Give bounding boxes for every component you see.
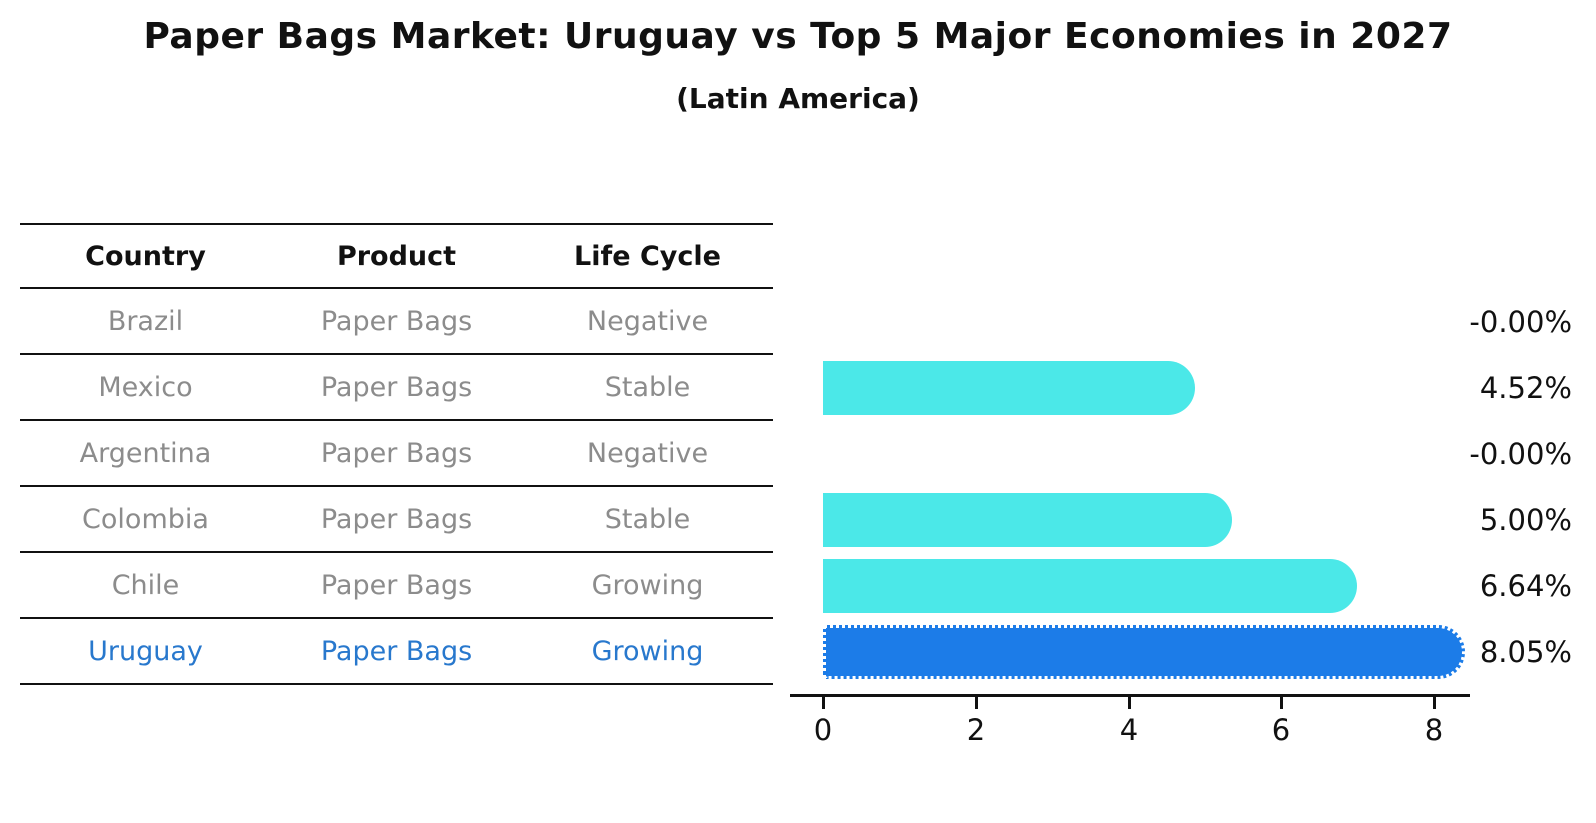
cell-product: Paper Bags <box>320 437 473 469</box>
tick-label: 2 <box>966 713 986 747</box>
table-header-row: Country Product Life Cycle <box>20 223 773 289</box>
bar-chile <box>823 559 1357 613</box>
tick-label: 4 <box>1119 713 1139 747</box>
tick-label: 6 <box>1271 713 1291 747</box>
cell-product: Paper Bags <box>320 305 473 337</box>
value-label-chile: 6.64% <box>1479 569 1572 603</box>
cell-country: Brazil <box>107 305 184 337</box>
table-row-brazil: Brazil Paper Bags Negative <box>20 289 773 355</box>
value-label-mexico: 4.52% <box>1479 371 1572 405</box>
cell-life-cycle: Stable <box>604 503 691 535</box>
bar-colombia <box>823 493 1232 547</box>
cell-life-cycle: Stable <box>604 371 691 403</box>
tick-mark <box>975 697 978 709</box>
chart-subtitle: (Latin America) <box>676 82 920 115</box>
cell-country: Uruguay <box>88 635 203 667</box>
table-row-colombia: Colombia Paper Bags Stable <box>20 487 773 553</box>
bar-mexico <box>823 361 1195 415</box>
tick-label: 8 <box>1424 713 1444 747</box>
table-row-uruguay: Uruguay Paper Bags Growing <box>20 619 773 685</box>
cell-country: Argentina <box>79 437 212 469</box>
tick-mark <box>1433 697 1436 709</box>
cell-life-cycle: Negative <box>586 437 709 469</box>
value-label-uruguay: 8.05% <box>1479 635 1572 669</box>
cell-country: Chile <box>111 569 180 601</box>
x-axis: 0 2 4 6 8 <box>814 697 1443 757</box>
cell-product: Paper Bags <box>320 503 473 535</box>
tick-mark <box>822 697 825 709</box>
data-table: Country Product Life Cycle Brazil Paper … <box>20 223 773 685</box>
cell-product: Paper Bags <box>320 635 473 667</box>
bar-uruguay <box>823 625 1465 679</box>
cell-country: Mexico <box>98 371 193 403</box>
x-axis-line <box>790 694 1470 697</box>
chart-title: Paper Bags Market: Uruguay vs Top 5 Majo… <box>143 16 1453 57</box>
tick-mark <box>1280 697 1283 709</box>
cell-life-cycle: Growing <box>591 569 704 601</box>
cell-life-cycle: Growing <box>591 635 704 667</box>
tick-mark <box>1128 697 1131 709</box>
column-header-product: Product <box>336 240 457 272</box>
cell-life-cycle: Negative <box>586 305 709 337</box>
cell-country: Colombia <box>82 503 209 535</box>
table-row-chile: Chile Paper Bags Growing <box>20 553 773 619</box>
value-label-colombia: 5.00% <box>1479 503 1572 537</box>
value-label-brazil: -0.00% <box>1469 305 1572 339</box>
column-header-country: Country <box>85 240 206 272</box>
value-label-argentina: -0.00% <box>1469 437 1572 471</box>
column-header-lifecycle: Life Cycle <box>574 240 721 272</box>
cell-product: Paper Bags <box>320 371 473 403</box>
value-labels: -0.00% 4.52% -0.00% 5.00% 6.64% 8.05% <box>1380 0 1572 823</box>
bar-chart-area <box>823 0 1503 823</box>
tick-label: 0 <box>813 713 833 747</box>
table-row-mexico: Mexico Paper Bags Stable <box>20 355 773 421</box>
table-row-argentina: Argentina Paper Bags Negative <box>20 421 773 487</box>
cell-product: Paper Bags <box>320 569 473 601</box>
